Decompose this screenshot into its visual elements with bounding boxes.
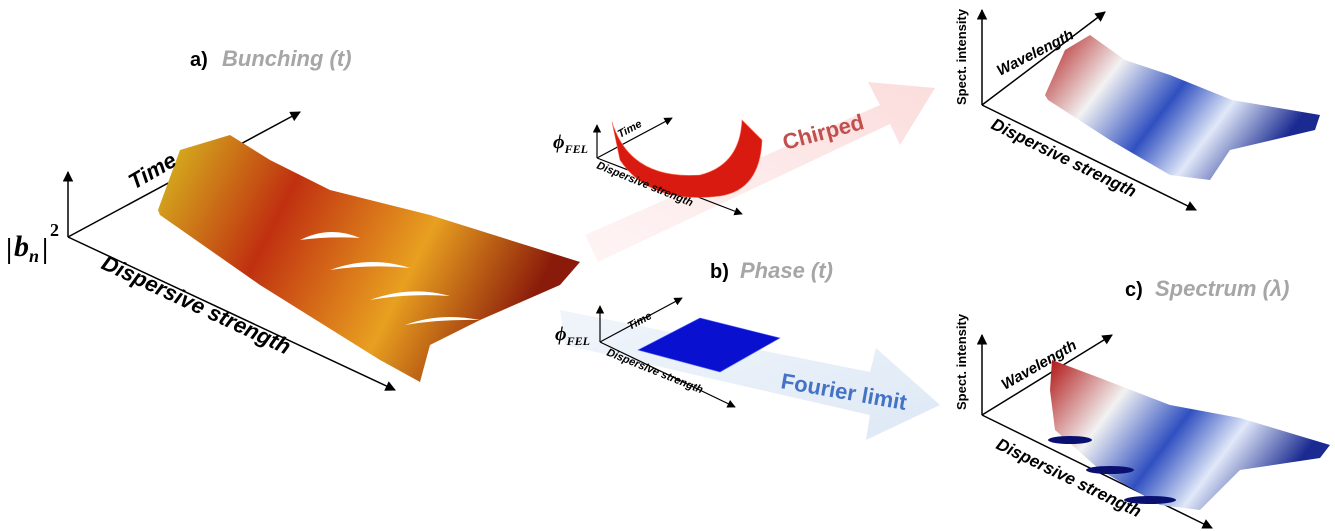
z-axis-label: Spect. intensity (954, 8, 969, 105)
chirp-surface (611, 119, 763, 198)
surface-gaps (300, 231, 480, 325)
panel-title: Bunching (t) (222, 46, 352, 71)
z-axis-sup: 2 (50, 220, 59, 240)
panel-label: c) (1125, 279, 1143, 301)
surface-shadows (1048, 436, 1176, 504)
axes (595, 297, 736, 408)
bunching-surface (158, 135, 580, 382)
chirped-spectrum-surface (1045, 35, 1320, 180)
z-axis-label: bn (14, 230, 39, 266)
chirp-arrow (585, 82, 935, 262)
axes (976, 8, 1197, 211)
z-axis-label: Spect. intensity (954, 313, 969, 410)
z-axis-label: ϕFEL (555, 323, 590, 348)
y-axis-label: Time (616, 118, 644, 141)
z-axis-label: ϕFEL (553, 131, 588, 156)
panel-label: b) (710, 261, 729, 283)
z-axis-bar: | (6, 234, 12, 265)
panel-label: a) (190, 49, 208, 71)
flat-surface (637, 317, 781, 373)
z-axis-bar: | (42, 234, 48, 265)
fourier-arrow (560, 310, 940, 440)
panel-title: Phase (t) (740, 258, 833, 283)
panel-title: Spectrum (λ) (1155, 276, 1289, 301)
